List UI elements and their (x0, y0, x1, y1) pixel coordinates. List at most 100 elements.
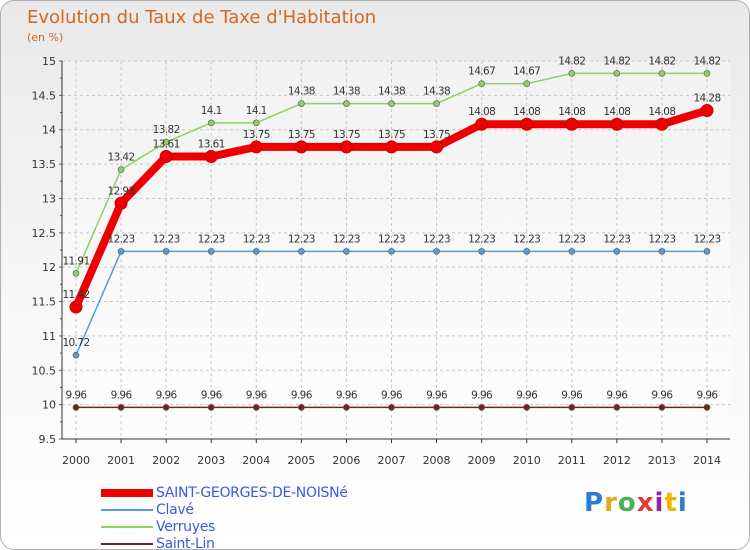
data-label: 11.91 (62, 255, 89, 267)
data-point (433, 100, 440, 107)
data-label: 13.75 (243, 129, 270, 141)
data-label: 14.82 (693, 55, 720, 67)
x-tick-label: 2005 (287, 454, 315, 467)
data-label: 12.23 (198, 233, 225, 245)
data-label: 14.28 (693, 92, 720, 104)
data-point (568, 248, 576, 255)
data-label: 9.96 (111, 389, 133, 401)
data-label: 14.67 (513, 66, 540, 78)
logo-letter: o (617, 488, 637, 518)
legend-label: Clavé (156, 502, 194, 518)
data-label: 9.96 (516, 389, 538, 401)
data-point (430, 140, 444, 154)
x-tick-label: 2003 (197, 454, 225, 467)
data-label: 14.82 (558, 55, 585, 67)
data-label: 14.1 (201, 105, 222, 117)
data-label: 9.96 (336, 389, 358, 401)
legend-label: Saint-Lin (156, 536, 215, 550)
data-point (703, 404, 711, 411)
data-label: 12.23 (153, 233, 180, 245)
data-label: 12.23 (108, 233, 135, 245)
data-point (72, 351, 80, 359)
y-tick-label: 12.5 (32, 227, 57, 240)
data-label: 12.23 (423, 233, 450, 245)
data-point (72, 404, 80, 411)
legend-label: Verruyes (156, 519, 216, 535)
data-point (298, 248, 305, 255)
logo-letter: r (604, 488, 618, 518)
data-label: 14.08 (468, 106, 495, 118)
data-label: 14.08 (603, 106, 630, 118)
data-label: 9.96 (426, 389, 448, 401)
data-point (478, 80, 485, 87)
data-point (207, 404, 215, 411)
data-point (610, 117, 624, 131)
data-point (478, 248, 485, 255)
x-tick-label: 2012 (603, 454, 631, 467)
data-point (388, 404, 395, 411)
data-point (388, 248, 395, 255)
data-label: 12.23 (468, 233, 495, 245)
data-point (252, 404, 260, 411)
data-point (433, 404, 440, 411)
data-label: 12.23 (558, 233, 585, 245)
data-point (658, 404, 666, 411)
data-label: 14.82 (648, 55, 675, 67)
data-label: 9.96 (561, 389, 583, 401)
data-point (117, 404, 125, 411)
x-tick-label: 2002 (152, 454, 180, 467)
data-point (69, 300, 83, 314)
data-point (207, 248, 215, 255)
data-label: 14.38 (288, 86, 315, 98)
data-point (433, 248, 440, 255)
data-point (117, 248, 125, 255)
data-label: 12.23 (648, 233, 675, 245)
x-tick-label: 2007 (378, 454, 406, 467)
x-tick-label: 2013 (648, 454, 676, 467)
data-label: 9.96 (381, 389, 403, 401)
data-label: 13.61 (153, 139, 180, 151)
y-tick-label: 11.5 (32, 296, 57, 309)
logo-letter: t (664, 488, 678, 518)
data-point (658, 70, 666, 77)
data-label: 12.23 (333, 233, 360, 245)
data-label: 14.38 (333, 86, 360, 98)
data-label: 13.75 (423, 129, 450, 141)
data-point (520, 117, 534, 131)
axes: 9.5 10 10.5 11 11.5 12 12.5 13 13.5 14 14.5 15 2000 2… (32, 55, 730, 467)
data-label: 14.08 (513, 106, 540, 118)
data-point (478, 404, 485, 411)
data-point (385, 140, 398, 154)
legend-swatch (101, 509, 153, 511)
legend-swatch (101, 543, 153, 545)
y-tick-label: 10 (42, 399, 56, 412)
data-label: 14.38 (378, 86, 405, 98)
data-label: 9.96 (651, 389, 673, 401)
data-point (568, 70, 576, 77)
data-label: 13.75 (333, 129, 360, 141)
data-point (343, 248, 350, 255)
x-tick-label: 2009 (468, 454, 496, 467)
data-label: 12.23 (288, 233, 315, 245)
data-point (613, 404, 621, 411)
data-label: 9.96 (291, 389, 313, 401)
y-tick-label: 13.5 (32, 158, 57, 171)
legend-label: SAINT-GEORGES-DE-NOISNé (156, 485, 348, 501)
data-point (613, 248, 621, 255)
x-tick-label: 2004 (242, 454, 270, 467)
data-point (298, 404, 305, 411)
data-point (252, 248, 260, 255)
x-tick-label: 2010 (513, 454, 541, 467)
legend-swatch (101, 526, 153, 528)
data-label: 9.96 (66, 389, 88, 401)
data-point (117, 166, 125, 173)
y-tick-label: 11 (42, 330, 56, 343)
data-point (523, 404, 531, 411)
data-label: 12.93 (108, 185, 135, 197)
data-point (523, 80, 531, 87)
data-label: 14.08 (648, 106, 675, 118)
logo-letter: P (584, 488, 605, 518)
x-tick-label: 2008 (423, 454, 451, 467)
